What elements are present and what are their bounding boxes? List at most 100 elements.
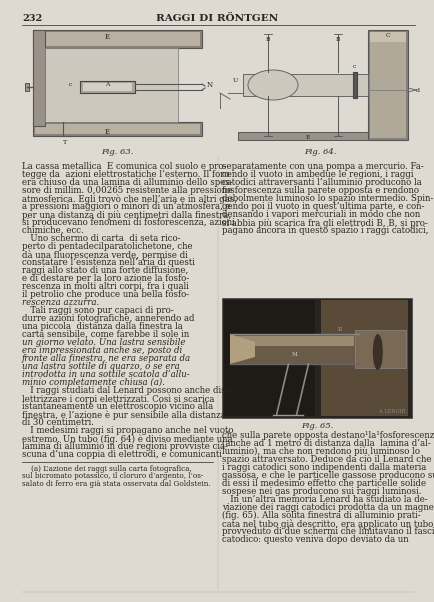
Text: sul bicromato potassico, il cloruro d’argento, l’os-: sul bicromato potassico, il cloruro d’ar… [22, 473, 203, 480]
Bar [369, 32, 405, 42]
Text: i raggi catodici sono indipendenti dalla materia: i raggi catodici sono indipendenti dalla… [221, 463, 425, 472]
Text: una piccola  distanza dalla finestra la: una piccola distanza dalla finestra la [22, 322, 182, 331]
Text: c: c [68, 82, 72, 87]
Text: E: E [104, 33, 109, 41]
Text: per una distanza di più centimetri dalla finestra,: per una distanza di più centimetri dalla… [22, 210, 230, 220]
Text: Tali raggi sono pur capaci di pro-: Tali raggi sono pur capaci di pro- [22, 306, 173, 315]
Text: M: M [291, 352, 296, 356]
Text: C: C [385, 33, 389, 38]
Text: constatare l’esistenza nell’aria di questi: constatare l’esistenza nell’aria di ques… [22, 258, 194, 267]
Bar [221, 298, 411, 418]
Bar [25, 26, 210, 144]
Text: d: d [415, 87, 419, 93]
Text: E: E [104, 128, 109, 136]
Text: cendo il vuoto in ambedue le regioni, i raggi: cendo il vuoto in ambedue le regioni, i … [221, 170, 413, 179]
Text: introdotta in una sottile scatola d’allu-: introdotta in una sottile scatola d’allu… [22, 370, 189, 379]
Bar [33, 30, 201, 48]
Bar [369, 32, 405, 138]
Text: (fig. 65). Alla solita finestra di alluminio prati-: (fig. 65). Alla solita finestra di allum… [221, 511, 420, 520]
Text: era chiuso da una lamina di alluminio dello spes-: era chiuso da una lamina di alluminio de… [22, 178, 232, 187]
Ellipse shape [247, 70, 297, 100]
Text: catodico: questo veniva dopo deviato da un: catodico: questo veniva dopo deviato da … [221, 535, 408, 544]
Text: luminio), ma che non rendono più luminoso lo: luminio), ma che non rendono più luminos… [221, 447, 419, 456]
Text: raggi allo stato di una forte diffusione,: raggi allo stato di una forte diffusione… [22, 266, 188, 275]
Bar [234, 336, 353, 346]
Text: estremo. Un tubo (fig. 64) è diviso mediante una: estremo. Un tubo (fig. 64) è diviso medi… [22, 434, 232, 444]
Text: lamina di alluminio in due regioni provviste cia-: lamina di alluminio in due regioni provv… [22, 442, 227, 451]
Text: A: A [105, 82, 109, 87]
Ellipse shape [372, 334, 382, 370]
Text: I medesimi raggi si propagano anche nel vuoto: I medesimi raggi si propagano anche nel … [22, 426, 233, 435]
Text: rescenza in molti altri corpi, fra i quali: rescenza in molti altri corpi, fra i qua… [22, 282, 188, 291]
Text: N: N [207, 81, 213, 89]
Text: gendo poi il vuoto in quest’ultima parte, e con-: gendo poi il vuoto in quest’ultima parte… [221, 202, 424, 211]
Text: densando i vapori mercuriali in modo che non: densando i vapori mercuriali in modo che… [221, 210, 419, 219]
Text: gassosa, e che le particelle gassose producono su: gassosa, e che le particelle gassose pro… [221, 471, 434, 480]
Text: cata nel tubo già descritto, era applicato un tubo U: cata nel tubo già descritto, era applica… [221, 519, 434, 529]
Text: minio completamente chiusa (a).: minio completamente chiusa (a). [22, 378, 164, 387]
Bar [83, 83, 132, 91]
Bar [352, 72, 356, 98]
Text: La cassa metallica  E comunica col suolo e pro-: La cassa metallica E comunica col suolo … [22, 162, 226, 171]
Text: Fig. 64.: Fig. 64. [303, 148, 335, 156]
Text: salato di ferro era già stata osservata dal Goldstein.: salato di ferro era già stata osservata … [22, 480, 210, 488]
Text: T: T [63, 140, 67, 145]
Bar [227, 26, 412, 144]
Text: finestra, e l’azione è pur sensibile alla distanza: finestra, e l’azione è pur sensibile all… [22, 410, 225, 420]
Text: Uno schermo di carta  di seta rico-: Uno schermo di carta di seta rico- [22, 234, 180, 243]
Bar [35, 124, 200, 134]
Bar [224, 300, 315, 416]
Text: a pressioni maggiori o minori di un’atmosfera, e: a pressioni maggiori o minori di un’atmo… [22, 202, 230, 211]
Bar [354, 330, 405, 368]
Text: sospese nei gas producono sui raggi luminosi.: sospese nei gas producono sui raggi lumi… [221, 487, 421, 496]
Text: carta sensibile, come farebbe il sole in: carta sensibile, come farebbe il sole in [22, 330, 189, 339]
Text: dà una fluorescenza verde, permise di: dà una fluorescenza verde, permise di [22, 250, 187, 260]
Text: si producevano fenomeni di fosforescenza, azioni: si producevano fenomeni di fosforescenza… [22, 218, 234, 227]
Text: Fig. 65.: Fig. 65. [300, 422, 332, 430]
Text: A. LENOIR.: A. LENOIR. [378, 409, 406, 414]
Text: chimiche, ecc.: chimiche, ecc. [22, 226, 84, 235]
Text: istantaneamente un elettroscopio vicino alla: istantaneamente un elettroscopio vicino … [22, 402, 213, 411]
Text: separatamente con una pompa a mercurio. Fa-: separatamente con una pompa a mercurio. … [221, 162, 423, 171]
Text: durre azioni fotografiche, annerendo ad: durre azioni fotografiche, annerendo ad [22, 314, 194, 323]
Text: era impressionata anche se, posto di: era impressionata anche se, posto di [22, 346, 182, 355]
Text: perto di pentadecilparatolichetone, che: perto di pentadecilparatolichetone, che [22, 242, 192, 251]
Bar [45, 48, 178, 122]
Text: sore di millim. 0,00265 resistente alla pressione: sore di millim. 0,00265 resistente alla … [22, 186, 232, 195]
Text: tegge da  azioni elettrostatiche l’esterno. Il foro: tegge da azioni elettrostatiche l’estern… [22, 170, 229, 179]
Text: rescenza azzurra.: rescenza azzurra. [22, 298, 99, 307]
Text: Fig. 63.: Fig. 63. [101, 148, 133, 156]
Text: RAGGI DI RÖNTGEN: RAGGI DI RÖNTGEN [155, 14, 277, 23]
Text: I raggi studiati dal Lenard possono anche dise-: I raggi studiati dal Lenard possono anch… [22, 386, 233, 395]
Text: catodici attraversanti l’alluminio producono la: catodici attraversanti l’alluminio produ… [221, 178, 421, 187]
Text: viazione dei raggi catodici prodotta da un magnete: viazione dei raggi catodici prodotta da … [221, 503, 434, 512]
Bar [237, 132, 367, 140]
Text: lettrizzare i corpi elettrizzati. Così si scarica: lettrizzare i corpi elettrizzati. Così s… [22, 394, 214, 403]
Text: una lastra sottile di quarzo, o se era: una lastra sottile di quarzo, o se era [22, 362, 179, 371]
Bar [80, 81, 135, 93]
Text: si abbia più scarica fra gli elettrodi B, B, si pro-: si abbia più scarica fra gli elettrodi B… [221, 218, 427, 228]
Text: U: U [337, 327, 341, 332]
Bar [25, 83, 29, 91]
Text: B: B [265, 37, 270, 42]
Text: e di destare per la loro azione la fosfo-: e di destare per la loro azione la fosfo… [22, 274, 189, 283]
Text: (anche ad 1 metro di distanza dalla  lamina d’al-: (anche ad 1 metro di distanza dalla lami… [221, 439, 430, 448]
Text: In un’altra memoria Lenard ha studiato la de-: In un’altra memoria Lenard ha studiato l… [221, 495, 427, 504]
Text: il petrolio che produce una bella fosfo-: il petrolio che produce una bella fosfo- [22, 290, 189, 299]
Text: pagano ancora in questo spazio i raggi catodici,: pagano ancora in questo spazio i raggi c… [221, 226, 427, 235]
Text: c: c [352, 64, 356, 69]
Bar [33, 30, 45, 126]
Bar [367, 30, 407, 140]
Text: fronte alla finestra, ne era separata da: fronte alla finestra, ne era separata da [22, 354, 191, 363]
Bar [35, 32, 200, 46]
Bar [230, 334, 358, 364]
Bar [243, 74, 367, 96]
Bar [33, 122, 201, 136]
Text: debolmente luminoso lo spazio intermedio. Spin-: debolmente luminoso lo spazio intermedio… [221, 194, 432, 203]
Text: (a) L’azione dei raggi sulla carta fotografica,: (a) L’azione dei raggi sulla carta fotog… [22, 465, 191, 473]
Text: scuna d’una coppia di elettrodi, e comunicanti: scuna d’una coppia di elettrodi, e comun… [22, 450, 221, 459]
Text: un giorno velato. Una lastra sensibile: un giorno velato. Una lastra sensibile [22, 338, 185, 347]
Text: B: B [335, 37, 339, 42]
Text: spazio attraversato. Deduce da ciò il Lenard che: spazio attraversato. Deduce da ciò il Le… [221, 455, 431, 465]
Text: U: U [233, 78, 238, 82]
